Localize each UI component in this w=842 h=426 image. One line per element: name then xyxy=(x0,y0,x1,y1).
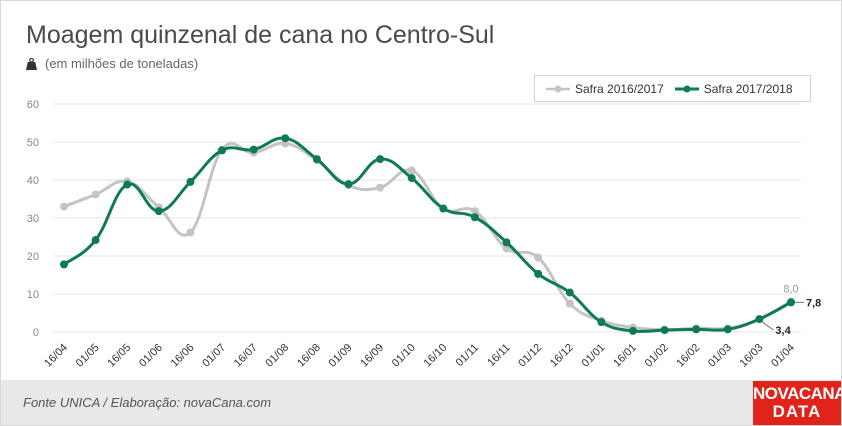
y-tick-label: 30 xyxy=(27,213,39,225)
annotation-leader xyxy=(762,321,774,331)
y-tick-label: 10 xyxy=(27,289,39,301)
y-tick-label: 40 xyxy=(27,175,39,187)
x-tick-label: 01/08 xyxy=(263,342,291,370)
legend-swatch-2017-2018 xyxy=(674,85,699,92)
data-point-2017-2018 xyxy=(565,288,574,297)
data-point-2017-2018 xyxy=(723,325,732,334)
legend-item-2017-2018[interactable]: Safra 2017/2018 xyxy=(674,82,793,96)
legend-label-2016-2017: Safra 2016/2017 xyxy=(575,81,664,96)
x-tick-label: 16/10 xyxy=(421,342,449,370)
x-tick-label: 01/07 xyxy=(200,342,228,370)
x-tick-label: 01/06 xyxy=(137,342,165,370)
x-tick-label: 16/12 xyxy=(548,342,576,370)
y-tick-label: 20 xyxy=(27,251,39,263)
legend-swatch-2016-2017 xyxy=(546,85,570,92)
data-point-2016-2017 xyxy=(376,183,385,192)
weight-icon xyxy=(26,57,37,70)
x-tick-label: 01/10 xyxy=(390,342,418,370)
x-tick-label: 01/05 xyxy=(74,342,102,370)
x-tick-label: 16/09 xyxy=(358,342,386,370)
data-point-2016-2017 xyxy=(534,253,543,262)
logo-line-2: DATA xyxy=(772,402,822,421)
x-tick-label: 01/12 xyxy=(516,342,544,370)
data-point-2016-2017 xyxy=(565,299,574,308)
x-tick-label: 01/01 xyxy=(580,342,608,370)
y-tick-label: 50 xyxy=(27,137,39,149)
data-point-2017-2018 xyxy=(218,146,227,155)
source-credit: Fonte UNICA / Elaboração: novaCana.com xyxy=(23,395,272,410)
data-point-2017-2018 xyxy=(249,145,258,154)
data-point-2017-2018 xyxy=(91,236,100,245)
chart-legend: Safra 2016/2017 Safra 2017/2018 xyxy=(534,75,811,102)
novacana-data-logo: NOVACANA DATA xyxy=(753,381,841,425)
x-tick-label: 16/02 xyxy=(674,342,702,370)
subtitle-text: (em milhões de toneladas) xyxy=(45,56,199,71)
data-point-2017-2018 xyxy=(534,269,543,278)
series-line-2017-2018 xyxy=(62,136,793,333)
legend-item-2016-2017[interactable]: Safra 2016/2017 xyxy=(545,82,664,96)
data-point-2017-2018 xyxy=(502,238,511,247)
data-point-2017-2018 xyxy=(407,174,416,183)
data-point-2017-2018 xyxy=(660,326,669,335)
data-point-2017-2018 xyxy=(123,180,132,189)
x-tick-label: 16/03 xyxy=(738,342,766,370)
data-point-2016-2017 xyxy=(60,202,68,211)
legend-label-2017-2018: Safra 2017/2018 xyxy=(703,81,793,96)
x-tick-label: 16/06 xyxy=(169,342,197,370)
data-point-2017-2018 xyxy=(439,204,448,213)
data-point-2017-2018 xyxy=(154,207,163,216)
data-point-2017-2018 xyxy=(186,177,195,186)
data-point-2017-2018 xyxy=(597,318,606,327)
logo-line-1: NOVACANA xyxy=(753,384,842,403)
x-tick-label: 01/09 xyxy=(327,342,355,370)
annotation-label: 7,8 xyxy=(806,297,821,309)
data-point-2016-2017 xyxy=(470,207,479,216)
footer-bar: Fonte UNICA / Elaboração: novaCana.com xyxy=(1,380,841,425)
x-tick-label: 16/04 xyxy=(42,342,70,370)
series-line-2016-2017 xyxy=(62,141,793,332)
data-point-2017-2018 xyxy=(470,213,479,222)
data-point-2017-2018 xyxy=(344,180,353,189)
x-tick-label: 01/11 xyxy=(454,342,481,369)
x-tick-label: 01/04 xyxy=(769,342,797,370)
data-point-2016-2017 xyxy=(502,244,511,253)
x-tick-label: 01/03 xyxy=(706,342,734,370)
data-point-2017-2018 xyxy=(692,325,701,334)
x-tick-label: 16/07 xyxy=(232,342,260,370)
data-point-2016-2017 xyxy=(91,190,100,199)
data-point-2017-2018 xyxy=(312,155,321,164)
data-point-2017-2018 xyxy=(60,260,68,269)
x-tick-label: 16/08 xyxy=(295,342,323,370)
data-point-2017-2018 xyxy=(376,155,385,164)
data-point-2017-2018 xyxy=(281,134,290,143)
x-tick-label: 16/01 xyxy=(611,342,639,370)
data-point-2017-2018 xyxy=(755,315,764,324)
data-point-2017-2018 xyxy=(787,298,795,307)
x-tick-label: 01/02 xyxy=(643,342,671,370)
data-point-2016-2017 xyxy=(186,228,195,237)
y-tick-label: 0 xyxy=(33,327,39,339)
chart-subtitle: (em milhões de toneladas) xyxy=(26,56,198,71)
data-point-2016-2017 xyxy=(407,166,416,175)
x-tick-label: 16/05 xyxy=(105,342,133,370)
data-point-2017-2018 xyxy=(628,326,637,335)
annotation-label: 3,4 xyxy=(775,325,791,337)
annotation-label: 8,0 xyxy=(783,284,798,296)
page-title: Moagem quinzenal de cana no Centro-Sul xyxy=(26,21,495,49)
x-tick-label: 16/11 xyxy=(485,342,512,369)
y-tick-label: 60 xyxy=(27,99,39,111)
